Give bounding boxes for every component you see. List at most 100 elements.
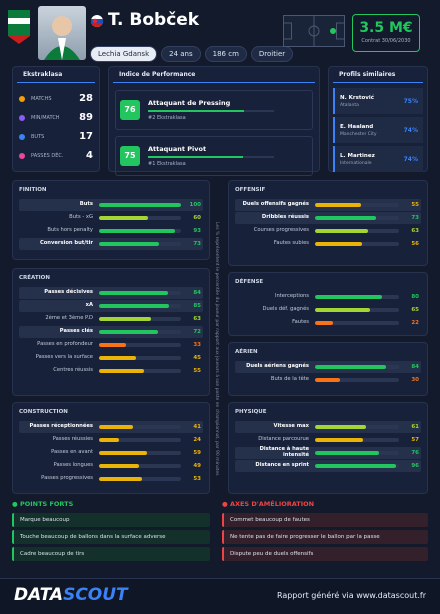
bar-track xyxy=(99,304,181,308)
performance-panel: Indice de Performance 76 Attaquant de Pres… xyxy=(108,66,320,176)
stat-label: Interceptions xyxy=(274,293,309,300)
bar-track xyxy=(99,242,181,246)
stat-label: PASSES DÉC. xyxy=(31,152,64,159)
section-title: CRÉATION xyxy=(19,275,50,281)
list-item: Marque beaucoup xyxy=(12,513,210,527)
section: FINITION Buts 100 Buts - xG 60 Buts hors pena… xyxy=(12,180,210,260)
bar-track xyxy=(315,295,399,299)
footer-text: Rapport généré via www.datascout.fr xyxy=(276,591,426,600)
stat-row: Passes vers la surface 45 xyxy=(19,352,203,364)
panel-title: Ekstraklasa xyxy=(17,67,95,83)
bar-track xyxy=(99,425,181,429)
club-logo xyxy=(8,10,30,44)
foot-chip: Droitier xyxy=(250,46,294,62)
stat-label: Distance à haute intensité xyxy=(259,446,309,458)
list-item: Ne tente pas de faire progresser le ball… xyxy=(222,530,428,544)
stat-value: 63 xyxy=(411,228,419,234)
logo: DATASCOUT xyxy=(14,585,128,605)
stat-value: 73 xyxy=(411,215,419,221)
bar xyxy=(99,343,127,347)
stat-icon xyxy=(19,95,25,102)
stat-label: Passes décisives xyxy=(44,289,93,296)
bar xyxy=(315,438,363,442)
perf-track xyxy=(148,156,274,158)
stat-value: 72 xyxy=(193,329,201,335)
bar-track xyxy=(99,291,181,295)
age-chip: 24 ans xyxy=(161,46,201,62)
stat-icon xyxy=(19,114,25,121)
bar xyxy=(99,330,159,334)
bar-track xyxy=(99,317,181,321)
similar-score: 74% xyxy=(403,155,418,163)
section: AÉRIEN Duels aériens gagnés 84 Buts de la t… xyxy=(228,342,428,396)
stat-row: Passes longues 49 xyxy=(19,460,203,472)
bar-track xyxy=(99,451,181,455)
bar xyxy=(315,203,362,207)
stat-row: Passes en avant 59 xyxy=(19,447,203,459)
bar-track xyxy=(99,330,181,334)
bar xyxy=(99,477,143,481)
weaknesses: ● AXES D'AMÉLIORATION Commet beaucoup de… xyxy=(222,500,428,564)
similar-card: L. Martinez Internationale 74% xyxy=(333,146,423,172)
bar-track xyxy=(315,242,399,246)
stat-row: Passes clés 72 xyxy=(19,326,203,338)
stat-value: 55 xyxy=(193,368,201,374)
similar-name: N. Krstović xyxy=(340,94,374,101)
stat-value: 76 xyxy=(411,450,419,456)
stat-row: Passes en profondeur 33 xyxy=(19,339,203,351)
stat-label: Passes vers la surface xyxy=(35,354,93,361)
height-chip: 186 cm xyxy=(204,46,247,62)
stat-label: Conversion but/tir xyxy=(39,240,93,247)
stat-label: Passes longues xyxy=(53,462,93,469)
stat-value: 65 xyxy=(411,307,419,313)
stat-row: Fautes 22 xyxy=(235,317,421,329)
stat-label: Distance en sprint xyxy=(255,462,309,469)
stat-label: Buts - xG xyxy=(69,214,93,221)
stat-label: Passes réussies xyxy=(52,436,93,443)
list-item: Dispute peu de duels offensifs xyxy=(222,547,428,561)
stat-value: 41 xyxy=(193,424,201,430)
bar xyxy=(315,308,370,312)
stat-label: Buts xyxy=(79,201,93,208)
bar-track xyxy=(315,216,399,220)
stat-label: Duels offensifs gagnés xyxy=(242,201,309,208)
stat-label: 2ème et 3ème P.D xyxy=(45,315,93,322)
player-photo xyxy=(38,6,86,60)
strengths: ● POINTS FORTS Marque beaucoup Touche bea… xyxy=(12,500,210,564)
similar-body: L. Martinez Internationale xyxy=(340,153,404,166)
stat-label: Dribbles réussis xyxy=(261,214,309,221)
similar-name: L. Martinez xyxy=(340,152,375,159)
section-title: PHYSIQUE xyxy=(235,409,267,415)
stat-row: PASSES DÉC. 4 xyxy=(13,146,99,165)
stat-row: Centres réussis 55 xyxy=(19,365,203,377)
perf-score: 75 xyxy=(120,146,140,166)
stat-value: 30 xyxy=(411,377,419,383)
section: OFFENSIF Duels offensifs gagnés 55 Dribbles… xyxy=(228,180,428,266)
bar xyxy=(99,317,151,321)
stat-label: Buts hors penalty xyxy=(47,227,93,234)
stat-row: Passes décisives 84 xyxy=(19,287,203,299)
stat-row: Buts de la tête 30 xyxy=(235,374,421,386)
stat-label: Distance parcourue xyxy=(258,436,309,443)
bar xyxy=(99,304,169,308)
stat-label: Passes réceptionnées xyxy=(29,423,93,430)
logo-left: DATA xyxy=(14,585,64,605)
similar-card: E. Haaland Manchester City 74% xyxy=(333,117,423,143)
weaknesses-title-text: AXES D'AMÉLIORATION xyxy=(229,500,315,508)
perf-card: 75 Attaquant Pivot #1 Ekstraklasa xyxy=(115,136,313,176)
list-item: Touche beaucoup de ballons dans la surfa… xyxy=(12,530,210,544)
section-title: CONSTRUCTION xyxy=(19,409,68,415)
bar xyxy=(99,242,159,246)
stat-label: MATCHS xyxy=(31,95,52,102)
stat-row: Distance à haute intensité 76 xyxy=(235,447,421,459)
perf-score: 76 xyxy=(120,100,140,120)
bar-track xyxy=(99,477,181,481)
stat-row: Distance parcourue 57 xyxy=(235,434,421,446)
stat-label: Passes progressives xyxy=(41,475,93,482)
stat-value: 63 xyxy=(193,316,201,322)
perf-body: Attaquant de Pressing #2 Ekstraklasa xyxy=(148,99,308,121)
bar-track xyxy=(315,451,399,455)
bar-track xyxy=(99,216,181,220)
section: PHYSIQUE Vitesse max 61 Distance parcourue 5… xyxy=(228,402,428,494)
logo-right: SCOUT xyxy=(63,585,128,605)
